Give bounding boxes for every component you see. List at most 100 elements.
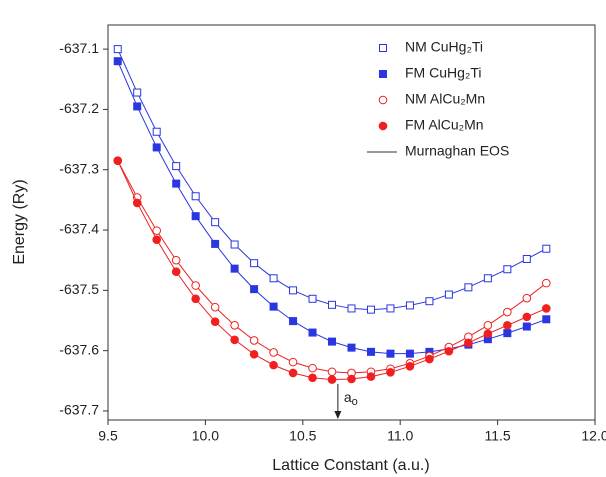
marker	[113, 57, 122, 66]
x-tick-label: 11.5	[484, 428, 510, 444]
marker	[444, 346, 454, 356]
marker	[308, 294, 317, 303]
y-tick-label: -637.4	[59, 221, 99, 237]
marker	[347, 304, 356, 313]
marker	[405, 301, 414, 310]
marker	[347, 343, 356, 352]
marker	[269, 302, 278, 311]
marker	[211, 218, 220, 227]
marker	[386, 304, 395, 313]
marker	[328, 337, 337, 346]
marker	[171, 267, 181, 276]
marker	[483, 329, 493, 339]
marker	[503, 265, 512, 274]
marker	[366, 305, 375, 314]
series	[113, 156, 551, 384]
x-tick-label: 11.0	[387, 428, 413, 444]
marker	[152, 235, 161, 244]
marker	[542, 244, 551, 253]
marker	[132, 198, 142, 208]
marker	[308, 373, 317, 383]
marker	[542, 304, 551, 313]
series	[113, 45, 551, 314]
marker	[522, 312, 532, 322]
y-tick-label: -637.1	[59, 40, 99, 56]
marker	[483, 321, 493, 330]
marker	[308, 328, 317, 337]
marker	[405, 362, 415, 371]
marker	[249, 336, 259, 345]
marker	[249, 349, 259, 359]
y-tick-label: -637.3	[59, 160, 99, 176]
fit-line	[117, 48, 547, 311]
legend-label: NM AlCu₂Mn	[405, 91, 485, 107]
marker	[152, 143, 161, 152]
legend-label: FM AlCu₂Mn	[405, 117, 484, 133]
marker	[210, 317, 220, 327]
marker	[288, 357, 298, 367]
marker	[230, 335, 239, 345]
y-tick-label: -637.2	[59, 100, 99, 116]
marker	[133, 102, 142, 111]
legend-label: Murnaghan EOS	[405, 143, 509, 159]
marker	[386, 349, 395, 358]
marker	[379, 70, 387, 78]
marker	[405, 349, 414, 358]
marker	[542, 315, 551, 324]
marker	[250, 259, 259, 268]
marker	[366, 347, 375, 356]
x-tick-label: 10.0	[192, 428, 219, 444]
annotation-text: ao	[344, 389, 358, 408]
marker	[191, 192, 200, 201]
marker	[379, 44, 387, 52]
marker	[378, 95, 388, 105]
marker	[133, 88, 142, 97]
marker	[327, 367, 337, 377]
y-axis-title: Energy (Ry)	[11, 179, 28, 264]
marker	[503, 321, 512, 330]
annotation-main: a	[344, 389, 352, 405]
marker	[230, 321, 239, 330]
marker	[289, 286, 298, 295]
marker	[152, 127, 161, 136]
marker	[522, 293, 532, 303]
y-tick-label: -637.6	[59, 341, 99, 357]
marker	[269, 274, 278, 283]
x-tick-label: 9.5	[98, 428, 118, 444]
marker	[289, 317, 298, 326]
plot-frame	[107, 24, 596, 421]
marker	[503, 329, 512, 338]
marker	[211, 239, 220, 248]
x-tick-label: 12.0	[581, 428, 606, 444]
marker	[113, 45, 122, 54]
marker	[542, 278, 551, 288]
legend-label: FM CuHg₂Ti	[405, 65, 481, 81]
marker	[191, 294, 200, 304]
x-axis-title: Lattice Constant (a.u.)	[272, 457, 429, 474]
annotation-subscript: o	[352, 396, 358, 408]
marker	[113, 156, 123, 165]
marker	[172, 179, 181, 188]
marker	[522, 322, 531, 331]
y-tick-label: -637.7	[59, 402, 99, 418]
marker	[308, 363, 317, 373]
marker	[347, 374, 356, 384]
marker	[425, 354, 434, 364]
marker	[152, 226, 161, 235]
marker	[191, 212, 200, 221]
y-tick-label: -637.5	[59, 281, 99, 297]
marker	[522, 254, 531, 263]
marker	[172, 162, 181, 171]
marker	[327, 375, 337, 384]
marker	[171, 255, 181, 265]
marker	[269, 348, 278, 357]
marker	[269, 360, 278, 370]
marker	[464, 283, 473, 292]
marker	[230, 264, 239, 273]
marker	[230, 240, 239, 249]
marker	[366, 372, 376, 381]
marker	[378, 121, 388, 131]
marker	[425, 297, 434, 306]
marker	[250, 285, 259, 294]
